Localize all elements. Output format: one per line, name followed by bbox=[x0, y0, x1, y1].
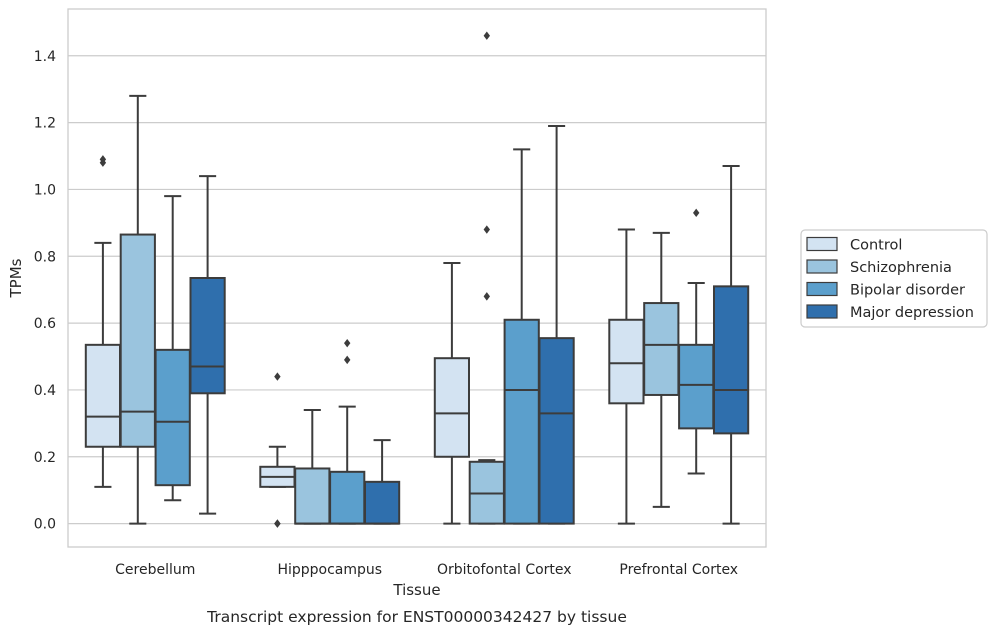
box-layer bbox=[84, 31, 750, 528]
iqr-box bbox=[433, 357, 471, 458]
legend: Control Schizophrenia Bipolar disorder Majo… bbox=[800, 229, 988, 328]
x-axis-label: Tissue bbox=[392, 581, 440, 599]
box-bipolar-disorder bbox=[678, 208, 715, 475]
x-tick-label: Hipppocampus bbox=[277, 562, 382, 578]
outlier-point bbox=[274, 519, 281, 528]
plot-frame bbox=[67, 8, 767, 548]
legend-label: Major depression bbox=[850, 305, 974, 321]
legend-frame bbox=[800, 229, 988, 328]
y-tick-labels: 0.0 0.2 0.4 0.6 0.8 1.0 1.2 1.4 bbox=[34, 49, 56, 533]
iqr-box bbox=[678, 343, 715, 430]
iqr-box bbox=[329, 470, 366, 525]
box-major-depression bbox=[712, 165, 750, 525]
x-tick-label: Orbitofontal Cortex bbox=[437, 562, 572, 578]
legend-swatch bbox=[806, 281, 838, 297]
legend-label: Bipolar disorder bbox=[850, 283, 965, 299]
legend-swatch bbox=[806, 259, 838, 274]
iqr-box bbox=[538, 337, 575, 525]
outlier-point bbox=[693, 208, 700, 218]
outlier-point bbox=[344, 355, 351, 365]
box-major-depression bbox=[363, 439, 401, 525]
box-control bbox=[84, 155, 122, 488]
outlier-point bbox=[274, 372, 281, 381]
box-schizophrenia bbox=[119, 94, 156, 525]
iqr-box bbox=[154, 348, 191, 487]
box-major-depression bbox=[189, 175, 226, 515]
box-bipolar-disorder bbox=[503, 148, 540, 525]
iqr-box bbox=[712, 285, 750, 435]
y-tick-label: 0.6 bbox=[34, 316, 56, 332]
y-tick-label: 1.0 bbox=[34, 182, 56, 198]
outlier-point bbox=[344, 338, 351, 348]
box-bipolar-disorder bbox=[154, 195, 191, 502]
y-tick-label: 0.2 bbox=[34, 450, 56, 466]
iqr-box bbox=[643, 302, 680, 396]
box-control bbox=[433, 261, 471, 525]
iqr-box bbox=[294, 467, 331, 525]
iqr-box bbox=[363, 480, 401, 525]
box-control bbox=[259, 372, 296, 528]
outlier-point bbox=[99, 155, 107, 164]
y-tick-label: 1.2 bbox=[34, 116, 56, 132]
iqr-box bbox=[608, 318, 645, 405]
legend-label: Control bbox=[850, 238, 902, 254]
box-schizophrenia bbox=[468, 31, 505, 525]
box-major-depression bbox=[538, 124, 575, 525]
outlier-point bbox=[483, 292, 490, 301]
y-axis-label: TPMs bbox=[7, 258, 25, 298]
outlier-point bbox=[483, 31, 490, 40]
x-tick-label: Prefrontal Cortex bbox=[619, 562, 738, 578]
box-schizophrenia bbox=[294, 408, 331, 525]
iqr-box bbox=[119, 233, 156, 448]
outlier-point bbox=[483, 225, 490, 234]
iqr-box bbox=[503, 318, 540, 525]
x-tick-labels: Cerebellum Hipppocampus Orbitofontal Corte… bbox=[115, 562, 738, 578]
y-tick-label: 0.4 bbox=[34, 383, 56, 399]
iqr-box bbox=[189, 277, 226, 395]
box-control bbox=[608, 228, 645, 525]
figure-caption: Transcript expression for ENST0000034242… bbox=[206, 608, 627, 626]
legend-swatch bbox=[806, 304, 838, 319]
legend-label: Schizophrenia bbox=[850, 260, 952, 276]
x-tick-label: Cerebellum bbox=[115, 562, 195, 578]
y-tick-label: 0.0 bbox=[34, 517, 56, 533]
y-tick-label: 0.8 bbox=[34, 249, 56, 265]
iqr-box bbox=[84, 343, 122, 448]
box-schizophrenia bbox=[643, 231, 680, 508]
y-tick-label: 1.4 bbox=[34, 49, 56, 65]
legend-swatch bbox=[806, 236, 838, 252]
box-bipolar-disorder bbox=[329, 338, 366, 525]
